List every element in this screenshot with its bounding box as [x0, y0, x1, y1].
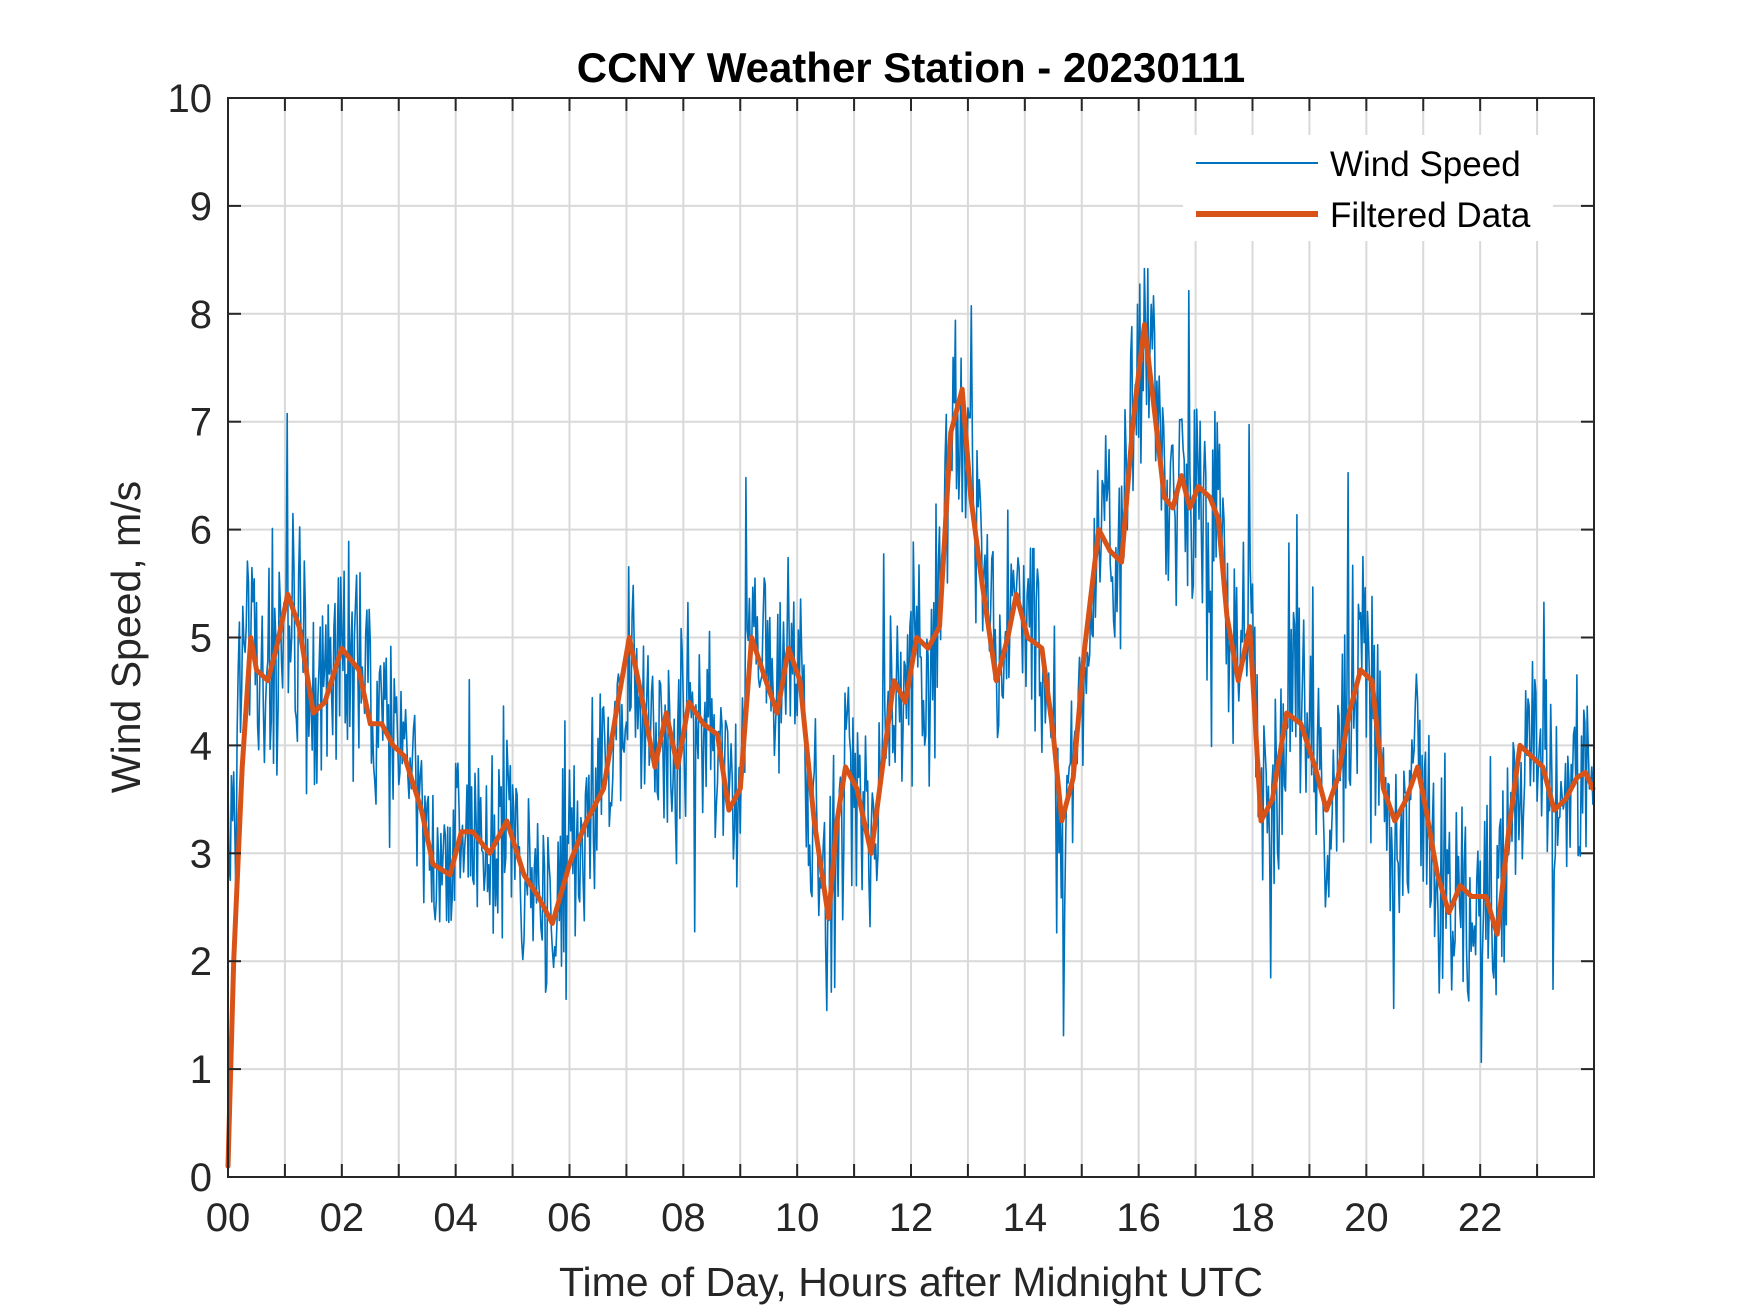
x-tick-label: 02 [320, 1196, 365, 1240]
x-tick-label: 14 [1003, 1196, 1048, 1240]
legend-background [1183, 135, 1553, 241]
x-tick-label: 04 [433, 1196, 478, 1240]
x-tick-label: 00 [206, 1196, 251, 1240]
legend-label-wind-speed: Wind Speed [1330, 145, 1521, 184]
x-tick-label: 16 [1116, 1196, 1161, 1240]
chart-title: CCNY Weather Station - 20230111 [577, 44, 1245, 91]
y-tick-label: 3 [190, 832, 212, 876]
y-tick-label: 8 [190, 293, 212, 337]
y-tick-label: 5 [190, 617, 212, 661]
series-filtered-data [225, 322, 1596, 1169]
y-tick-label: 6 [190, 509, 212, 553]
x-tick-label: 10 [775, 1196, 820, 1240]
y-tick-label: 1 [190, 1048, 212, 1092]
x-tick-label: 08 [661, 1196, 706, 1240]
x-tick-label: 06 [547, 1196, 592, 1240]
y-tick-label: 10 [168, 77, 213, 121]
y-tick-label: 7 [190, 401, 212, 445]
y-tick-label: 9 [190, 185, 212, 229]
x-tick-label: 22 [1458, 1196, 1503, 1240]
series-wind-speed [227, 267, 1595, 1064]
y-axis-label: Wind Speed, m/s [103, 481, 149, 793]
x-axis-label: Time of Day, Hours after Midnight UTC [559, 1259, 1263, 1305]
series-layer [225, 267, 1596, 1169]
x-tick-label: 12 [889, 1196, 934, 1240]
y-tick-label: 4 [190, 724, 212, 768]
y-tick-label: 2 [190, 940, 212, 984]
y-tick-label: 0 [190, 1156, 212, 1200]
tick-marks [227, 97, 1595, 1178]
legend: Wind Speed Filtered Data [1183, 135, 1553, 241]
x-tick-label: 20 [1344, 1196, 1389, 1240]
x-tick-label: 18 [1230, 1196, 1275, 1240]
legend-label-filtered-data: Filtered Data [1330, 196, 1531, 235]
